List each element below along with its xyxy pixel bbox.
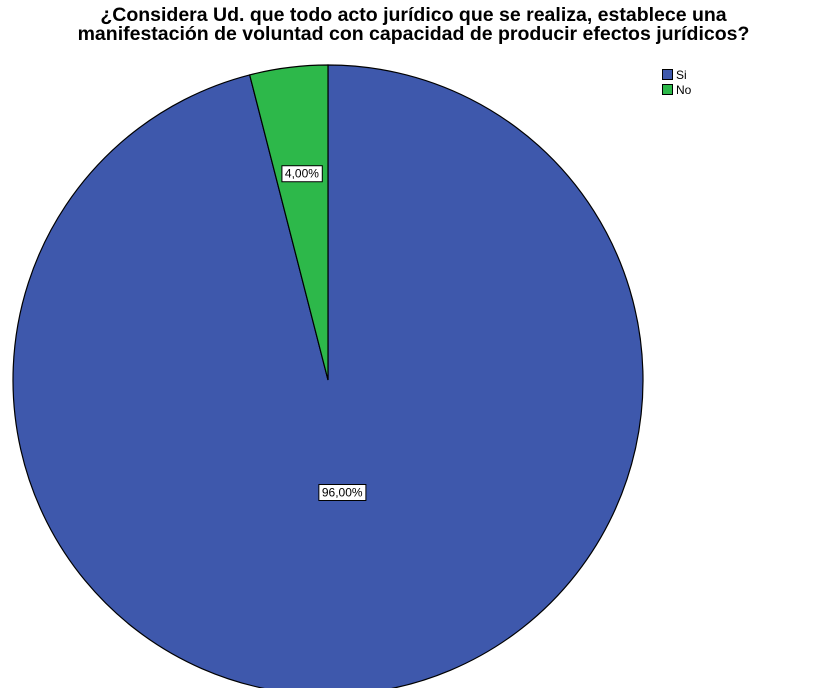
legend-label-si: Si — [676, 67, 687, 82]
chart-title-line-2: manifestación de voluntad con capacidad … — [77, 23, 750, 45]
pie-slice-si — [12, 64, 644, 688]
data-label-si: 96,00% — [318, 484, 367, 502]
chart-legend: Si No — [662, 67, 691, 97]
legend-label-no: No — [676, 82, 692, 97]
data-label-no-text: 4,00% — [285, 167, 319, 181]
chart-title-line-1: ¿Considera Ud. que todo acto jurídico qu… — [100, 4, 727, 26]
legend-item-no: No — [662, 82, 691, 97]
legend-swatch-no — [662, 84, 673, 95]
legend-item-si: Si — [662, 67, 691, 82]
legend-swatch-si — [662, 69, 673, 80]
data-label-si-text: 96,00% — [322, 486, 363, 500]
data-label-no-box — [281, 165, 323, 183]
data-label-no: 4,00% — [281, 165, 323, 183]
pie-slice-no — [248, 64, 329, 381]
chart-title: ¿Considera Ud. que todo acto jurídico qu… — [0, 4, 827, 45]
data-label-si-box — [318, 484, 367, 502]
